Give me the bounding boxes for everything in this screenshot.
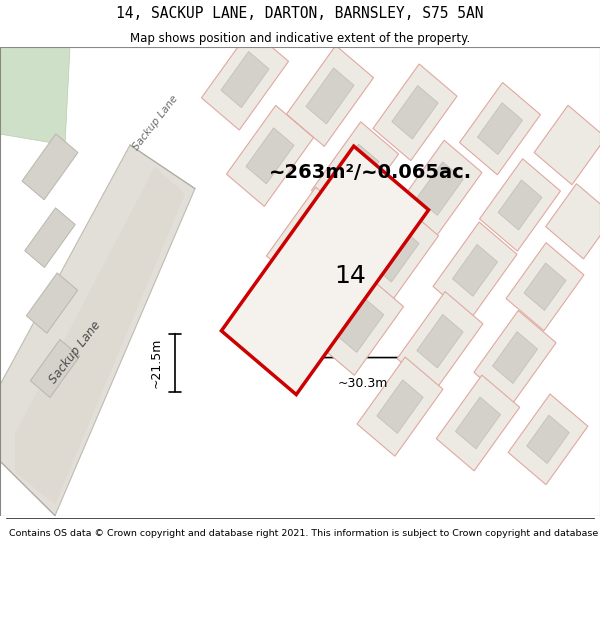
Polygon shape (316, 274, 404, 376)
Text: 14, SACKUP LANE, DARTON, BARNSLEY, S75 5AN: 14, SACKUP LANE, DARTON, BARNSLEY, S75 5… (116, 6, 484, 21)
Polygon shape (377, 380, 423, 433)
Polygon shape (508, 394, 588, 484)
Polygon shape (0, 47, 70, 145)
Text: Sackup Lane: Sackup Lane (131, 94, 179, 152)
Polygon shape (474, 311, 556, 404)
Polygon shape (397, 292, 483, 391)
Polygon shape (417, 162, 463, 216)
Polygon shape (506, 242, 584, 331)
Polygon shape (455, 397, 500, 449)
Polygon shape (357, 357, 443, 456)
Text: ~263m²/~0.065ac.: ~263m²/~0.065ac. (268, 162, 472, 182)
Text: 14: 14 (334, 264, 366, 288)
Polygon shape (311, 122, 398, 222)
Polygon shape (373, 64, 457, 161)
Polygon shape (0, 145, 195, 516)
Polygon shape (534, 105, 600, 185)
Text: ~21.5m: ~21.5m (150, 338, 163, 388)
Polygon shape (417, 314, 463, 368)
Polygon shape (26, 273, 77, 333)
Polygon shape (286, 46, 374, 146)
Text: Sackup Lane: Sackup Lane (47, 319, 103, 386)
Polygon shape (331, 144, 379, 200)
Polygon shape (398, 140, 482, 237)
Polygon shape (286, 209, 334, 266)
Polygon shape (433, 222, 517, 319)
Polygon shape (493, 332, 538, 384)
Polygon shape (527, 415, 569, 464)
Polygon shape (15, 167, 185, 505)
Polygon shape (392, 86, 438, 139)
Polygon shape (221, 51, 269, 107)
Polygon shape (246, 128, 294, 184)
Text: ~30.3m: ~30.3m (337, 377, 388, 390)
Polygon shape (371, 226, 419, 282)
Polygon shape (352, 204, 439, 304)
Polygon shape (25, 208, 75, 268)
Polygon shape (478, 102, 523, 154)
Polygon shape (226, 106, 314, 206)
Polygon shape (22, 134, 78, 200)
Polygon shape (266, 187, 353, 288)
Polygon shape (221, 146, 428, 394)
Polygon shape (545, 184, 600, 259)
Polygon shape (460, 82, 541, 175)
Polygon shape (31, 339, 80, 398)
Text: Contains OS data © Crown copyright and database right 2021. This information is : Contains OS data © Crown copyright and d… (9, 529, 600, 538)
Polygon shape (498, 180, 542, 230)
Polygon shape (202, 29, 289, 130)
Polygon shape (452, 244, 497, 296)
Polygon shape (524, 263, 566, 311)
Polygon shape (336, 298, 384, 352)
Polygon shape (479, 159, 560, 251)
Text: Map shows position and indicative extent of the property.: Map shows position and indicative extent… (130, 32, 470, 45)
Polygon shape (436, 375, 520, 471)
Polygon shape (306, 68, 354, 124)
